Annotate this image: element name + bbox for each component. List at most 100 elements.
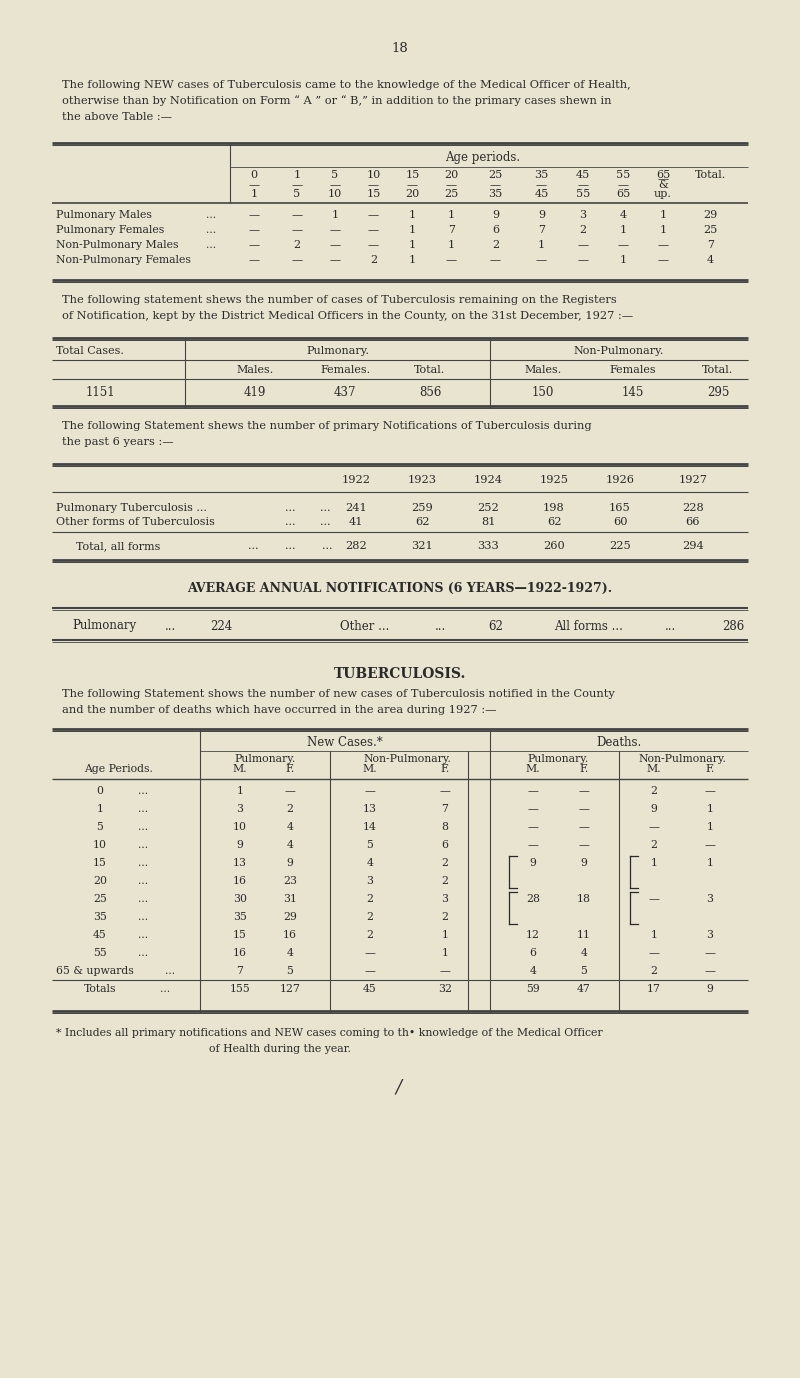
Text: 13: 13 bbox=[363, 803, 377, 814]
Text: 2: 2 bbox=[492, 240, 499, 249]
Text: 3: 3 bbox=[237, 803, 243, 814]
Text: 224: 224 bbox=[210, 620, 232, 633]
Text: 9: 9 bbox=[286, 858, 294, 868]
Text: 4: 4 bbox=[286, 841, 294, 850]
Text: 3: 3 bbox=[442, 894, 449, 904]
Text: 1151: 1151 bbox=[85, 386, 115, 400]
Text: 1926: 1926 bbox=[606, 475, 634, 485]
Text: 14: 14 bbox=[363, 823, 377, 832]
Text: 45: 45 bbox=[576, 169, 590, 181]
Text: 2: 2 bbox=[650, 785, 658, 796]
Text: Males.: Males. bbox=[236, 365, 274, 375]
Text: &: & bbox=[658, 181, 668, 190]
Text: 3: 3 bbox=[366, 876, 374, 886]
Text: 1927: 1927 bbox=[678, 475, 707, 485]
Text: ...: ... bbox=[320, 517, 330, 526]
Text: —: — bbox=[365, 966, 375, 976]
Text: 3: 3 bbox=[706, 930, 714, 940]
Text: 4: 4 bbox=[581, 948, 587, 958]
Text: 1922: 1922 bbox=[342, 475, 370, 485]
Text: 15: 15 bbox=[406, 169, 420, 181]
Text: F.: F. bbox=[706, 763, 714, 774]
Text: —: — bbox=[578, 785, 590, 796]
Text: ...: ... bbox=[248, 542, 258, 551]
Text: 62: 62 bbox=[546, 517, 562, 526]
Text: 9: 9 bbox=[581, 858, 587, 868]
Text: ...: ... bbox=[138, 876, 148, 886]
Text: —: — bbox=[658, 174, 669, 185]
Text: —: — bbox=[658, 255, 669, 265]
Text: —: — bbox=[705, 966, 715, 976]
Text: Pulmonary.: Pulmonary. bbox=[528, 754, 589, 763]
Text: 2: 2 bbox=[286, 803, 294, 814]
Text: 8: 8 bbox=[442, 823, 449, 832]
Text: 11: 11 bbox=[577, 930, 591, 940]
Text: 1: 1 bbox=[650, 858, 658, 868]
Text: 260: 260 bbox=[543, 542, 565, 551]
Text: All forms ...: All forms ... bbox=[554, 620, 623, 633]
Text: 1: 1 bbox=[706, 803, 714, 814]
Text: 2: 2 bbox=[294, 240, 301, 249]
Text: ...: ... bbox=[206, 240, 216, 249]
Text: 1925: 1925 bbox=[539, 475, 569, 485]
Text: 30: 30 bbox=[233, 894, 247, 904]
Text: 9: 9 bbox=[706, 984, 714, 994]
Text: 23: 23 bbox=[283, 876, 297, 886]
Text: —: — bbox=[658, 240, 669, 249]
Text: 59: 59 bbox=[526, 984, 540, 994]
Text: —: — bbox=[291, 225, 302, 236]
Text: —: — bbox=[705, 948, 715, 958]
Text: 155: 155 bbox=[230, 984, 250, 994]
Text: —: — bbox=[407, 181, 418, 190]
Text: 4: 4 bbox=[286, 948, 294, 958]
Text: —: — bbox=[285, 785, 295, 796]
Text: 1: 1 bbox=[237, 785, 243, 796]
Text: 1: 1 bbox=[409, 225, 416, 236]
Text: Age Periods.: Age Periods. bbox=[83, 763, 153, 774]
Text: 9: 9 bbox=[492, 209, 499, 220]
Text: M.: M. bbox=[362, 763, 378, 774]
Text: —: — bbox=[618, 181, 629, 190]
Text: 18: 18 bbox=[577, 894, 591, 904]
Text: —: — bbox=[330, 240, 341, 249]
Text: —: — bbox=[249, 225, 259, 236]
Text: 7: 7 bbox=[448, 225, 455, 236]
Text: 62: 62 bbox=[414, 517, 430, 526]
Text: 1: 1 bbox=[650, 930, 658, 940]
Text: 35: 35 bbox=[488, 189, 502, 198]
Text: —: — bbox=[368, 225, 379, 236]
Text: 1923: 1923 bbox=[407, 475, 437, 485]
Text: ...: ... bbox=[138, 858, 148, 868]
Text: 1924: 1924 bbox=[474, 475, 502, 485]
Text: 2: 2 bbox=[650, 841, 658, 850]
Text: Pulmonary.: Pulmonary. bbox=[306, 346, 369, 356]
Text: 9: 9 bbox=[530, 858, 537, 868]
Text: AVERAGE ANNUAL NOTIFICATIONS (6 YEARS—1922-1927).: AVERAGE ANNUAL NOTIFICATIONS (6 YEARS—19… bbox=[187, 582, 613, 594]
Text: 5: 5 bbox=[286, 966, 294, 976]
Text: 1: 1 bbox=[409, 240, 416, 249]
Text: 25: 25 bbox=[488, 169, 502, 181]
Text: 0: 0 bbox=[250, 169, 258, 181]
Text: —: — bbox=[330, 255, 341, 265]
Text: ...: ... bbox=[285, 517, 295, 526]
Text: The following statement shews the number of cases of Tuberculosis remaining on t: The following statement shews the number… bbox=[62, 295, 617, 305]
Text: 5: 5 bbox=[581, 966, 587, 976]
Text: Other forms of Tuberculosis: Other forms of Tuberculosis bbox=[56, 517, 215, 526]
Text: 241: 241 bbox=[345, 503, 367, 513]
Text: Pulmonary: Pulmonary bbox=[72, 620, 136, 633]
Text: 25: 25 bbox=[703, 225, 718, 236]
Text: 2: 2 bbox=[366, 894, 374, 904]
Text: Other ...: Other ... bbox=[340, 620, 390, 633]
Text: —: — bbox=[439, 966, 450, 976]
Text: 437: 437 bbox=[334, 386, 356, 400]
Text: 1: 1 bbox=[331, 209, 338, 220]
Text: 3: 3 bbox=[579, 209, 586, 220]
Text: 1: 1 bbox=[250, 189, 258, 198]
Text: 145: 145 bbox=[622, 386, 644, 400]
Text: Total, all forms: Total, all forms bbox=[76, 542, 160, 551]
Text: of Notification, kept by the District Medical Officers in the County, on the 31s: of Notification, kept by the District Me… bbox=[62, 311, 633, 321]
Text: ...: ... bbox=[160, 984, 170, 994]
Text: 225: 225 bbox=[609, 542, 631, 551]
Text: 295: 295 bbox=[707, 386, 729, 400]
Text: 55: 55 bbox=[576, 189, 590, 198]
